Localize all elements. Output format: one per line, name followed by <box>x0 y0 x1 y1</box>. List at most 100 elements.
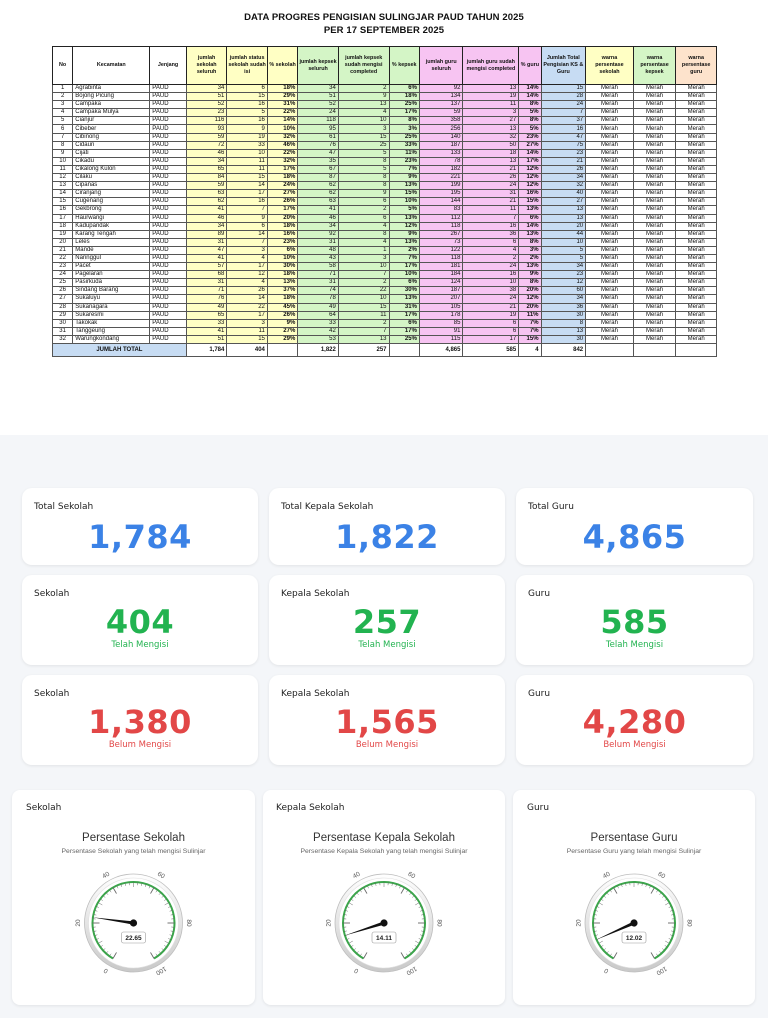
gauge-tick <box>353 948 356 951</box>
row-ks-guru: 47 <box>540 132 587 142</box>
row-ks-guru: 24 <box>540 100 587 110</box>
row-kepsek-isi: 2 <box>337 205 390 215</box>
row-kepsek-isi: 8 <box>337 181 390 191</box>
row-pct-guru: 3% <box>518 245 542 255</box>
row-pct-kepsek: 13% <box>388 213 420 223</box>
row-kepsek: 118 <box>297 116 339 126</box>
row-pct-guru: 9% <box>518 270 542 280</box>
gauge-tick <box>109 889 112 893</box>
row-pct-guru: 16% <box>518 189 542 199</box>
table-header-row: No Kecamatan Jenjang jumlah sekolah selu… <box>51 46 717 85</box>
row-kepsek: 43 <box>297 253 339 264</box>
gauge-tick <box>348 902 353 906</box>
gauge-tick <box>164 940 170 944</box>
row-kepsek: 64 <box>297 310 339 320</box>
gauge-tick <box>670 910 674 912</box>
table-row: 31 Tanggeung PAUD 41 11 27% 42 7 17% 91 6 7% 13 Merah… <box>51 326 717 336</box>
stat-sub: Belum Mengisi <box>603 740 666 750</box>
row-pct-kepsek: 9% <box>388 173 420 183</box>
gauge-tick-label: 100 <box>405 965 418 977</box>
row-no: 7 <box>51 132 74 142</box>
row-pct-sekolah: 10% <box>266 124 299 134</box>
row-no: 12 <box>51 173 74 183</box>
row-pct-kepsek: 17% <box>388 326 420 336</box>
row-pct-guru: 15% <box>518 197 542 207</box>
gauge-subtitle: Persentase Guru yang telah mengisi Sulin… <box>566 848 702 855</box>
row-jenjang: PAUD <box>149 148 187 158</box>
row-jenjang: PAUD <box>149 245 187 255</box>
gauge-tick <box>158 892 162 895</box>
row-kepsek-isi: 9 <box>337 189 390 199</box>
row-pct-guru: 11% <box>518 310 542 320</box>
row-warna-guru: Merah <box>675 270 717 280</box>
gauge-tick <box>395 883 397 887</box>
row-guru: 140 <box>418 132 464 142</box>
row-warna-kepsek: Merah <box>632 100 677 110</box>
row-no: 3 <box>51 100 74 110</box>
gauge-tick-label: 20 <box>326 919 333 927</box>
row-kepsek: 24 <box>297 108 339 118</box>
row-guru-isi: 24 <box>462 294 520 304</box>
row-ks-guru: 30 <box>540 310 587 320</box>
row-pct-sekolah: 32% <box>266 156 299 166</box>
gauge-tick <box>656 953 659 957</box>
row-ks-guru: 13 <box>540 326 587 336</box>
gauge-tick <box>598 902 603 906</box>
row-no: 22 <box>51 253 74 264</box>
gauge-tick <box>609 889 612 893</box>
row-warna-guru: Merah <box>675 310 717 320</box>
empty-cell <box>632 343 677 357</box>
gauge-tick-label: 40 <box>602 871 612 881</box>
column-header: warna persentase sekolah <box>585 46 634 85</box>
row-kecamatan: Sukaluyu <box>72 294 151 304</box>
row-guru-isi: 19 <box>462 92 520 102</box>
row-warna-kepsek: Merah <box>632 108 677 118</box>
row-kepsek-isi: 2 <box>337 83 390 94</box>
row-sekolah: 59 <box>185 132 228 142</box>
row-pct-kepsek: 31% <box>388 302 420 312</box>
row-pct-kepsek: 6% <box>388 318 420 328</box>
row-warna-sekolah: Merah <box>585 253 634 264</box>
row-sekolah-isi: 17 <box>226 262 268 272</box>
row-pct-sekolah: 22% <box>266 148 299 158</box>
table-row: 11 Cikalong Kulon PAUD 65 11 17% 67 5 7% 182 21 12%… <box>51 164 717 175</box>
row-jenjang: PAUD <box>149 310 187 320</box>
row-guru-isi: 32 <box>462 132 520 142</box>
row-warna-kepsek: Merah <box>632 302 677 312</box>
row-kepsek-isi: 15 <box>337 302 390 312</box>
row-kepsek-isi: 9 <box>337 92 390 102</box>
row-sekolah: 71 <box>185 286 228 296</box>
row-sekolah: 72 <box>185 140 228 150</box>
row-warna-kepsek: Merah <box>632 124 677 134</box>
row-no: 30 <box>51 318 74 328</box>
row-pct-sekolah: 32% <box>266 132 299 142</box>
row-warna-sekolah: Merah <box>585 245 634 255</box>
row-sekolah: 93 <box>185 124 228 134</box>
stat-value: 1,380 <box>88 703 192 741</box>
row-sekolah-isi: 17 <box>226 189 268 199</box>
row-kecamatan: Warungkondang <box>72 334 151 345</box>
gauge-tick-label: 40 <box>352 871 362 881</box>
row-pct-kepsek: 25% <box>388 132 420 142</box>
row-jenjang: PAUD <box>149 181 187 191</box>
row-kecamatan: Sukanagara <box>72 302 151 312</box>
row-pct-guru: 8% <box>518 278 542 288</box>
row-guru-isi: 31 <box>462 189 520 199</box>
stat-label: Guru <box>528 689 551 699</box>
gauge-title: Persentase Kepala Sekolah <box>313 832 455 844</box>
row-warna-sekolah: Merah <box>585 294 634 304</box>
row-ks-guru: 30 <box>540 334 587 345</box>
row-warna-kepsek: Merah <box>632 326 677 336</box>
row-sekolah: 65 <box>185 164 228 175</box>
row-no: 10 <box>51 156 74 166</box>
row-warna-sekolah: Merah <box>585 310 634 320</box>
row-sekolah: 46 <box>185 148 228 158</box>
row-no: 1 <box>51 83 74 94</box>
row-guru-isi: 3 <box>462 108 520 118</box>
row-warna-guru: Merah <box>675 100 717 110</box>
row-warna-kepsek: Merah <box>632 262 677 272</box>
gauge-tick <box>598 940 603 944</box>
gauge-tick <box>649 885 651 889</box>
gauge-tick <box>105 892 109 895</box>
gauge-tick <box>406 953 409 957</box>
